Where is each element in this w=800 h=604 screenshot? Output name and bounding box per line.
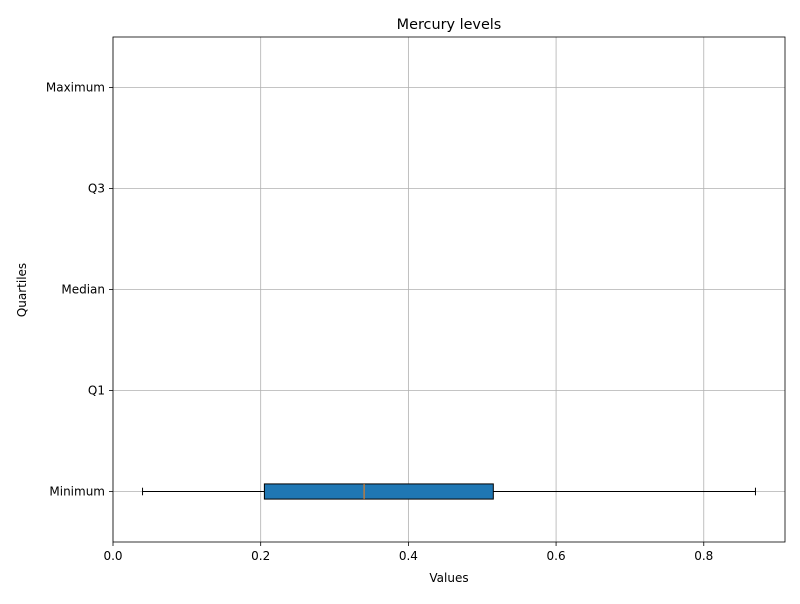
x-tick-label: 0.4 [399,549,418,563]
chart-title: Mercury levels [397,17,502,33]
iqr-box [263,483,494,500]
box-layer [142,483,756,500]
x-tick-label: 0.2 [251,549,270,563]
y-tick-label: Median [61,283,105,297]
grid-layer [112,37,785,542]
y-tick-label: Q1 [88,384,105,398]
y-axis-label: Quartiles [15,263,29,317]
x-tick-label: 0.8 [694,549,713,563]
x-tick-label: 0.0 [103,549,122,563]
x-tick-label: 0.6 [547,549,566,563]
x-axis-label: Values [429,571,468,585]
y-tick-label: Maximum [46,81,105,95]
y-tick-label: Q3 [88,182,105,196]
y-tick-label: Minimum [49,485,105,499]
axis-layer: 0.0 0.2 0.4 0.6 0.8 Minimum Q1 Median Q3 Maximum [46,81,713,564]
